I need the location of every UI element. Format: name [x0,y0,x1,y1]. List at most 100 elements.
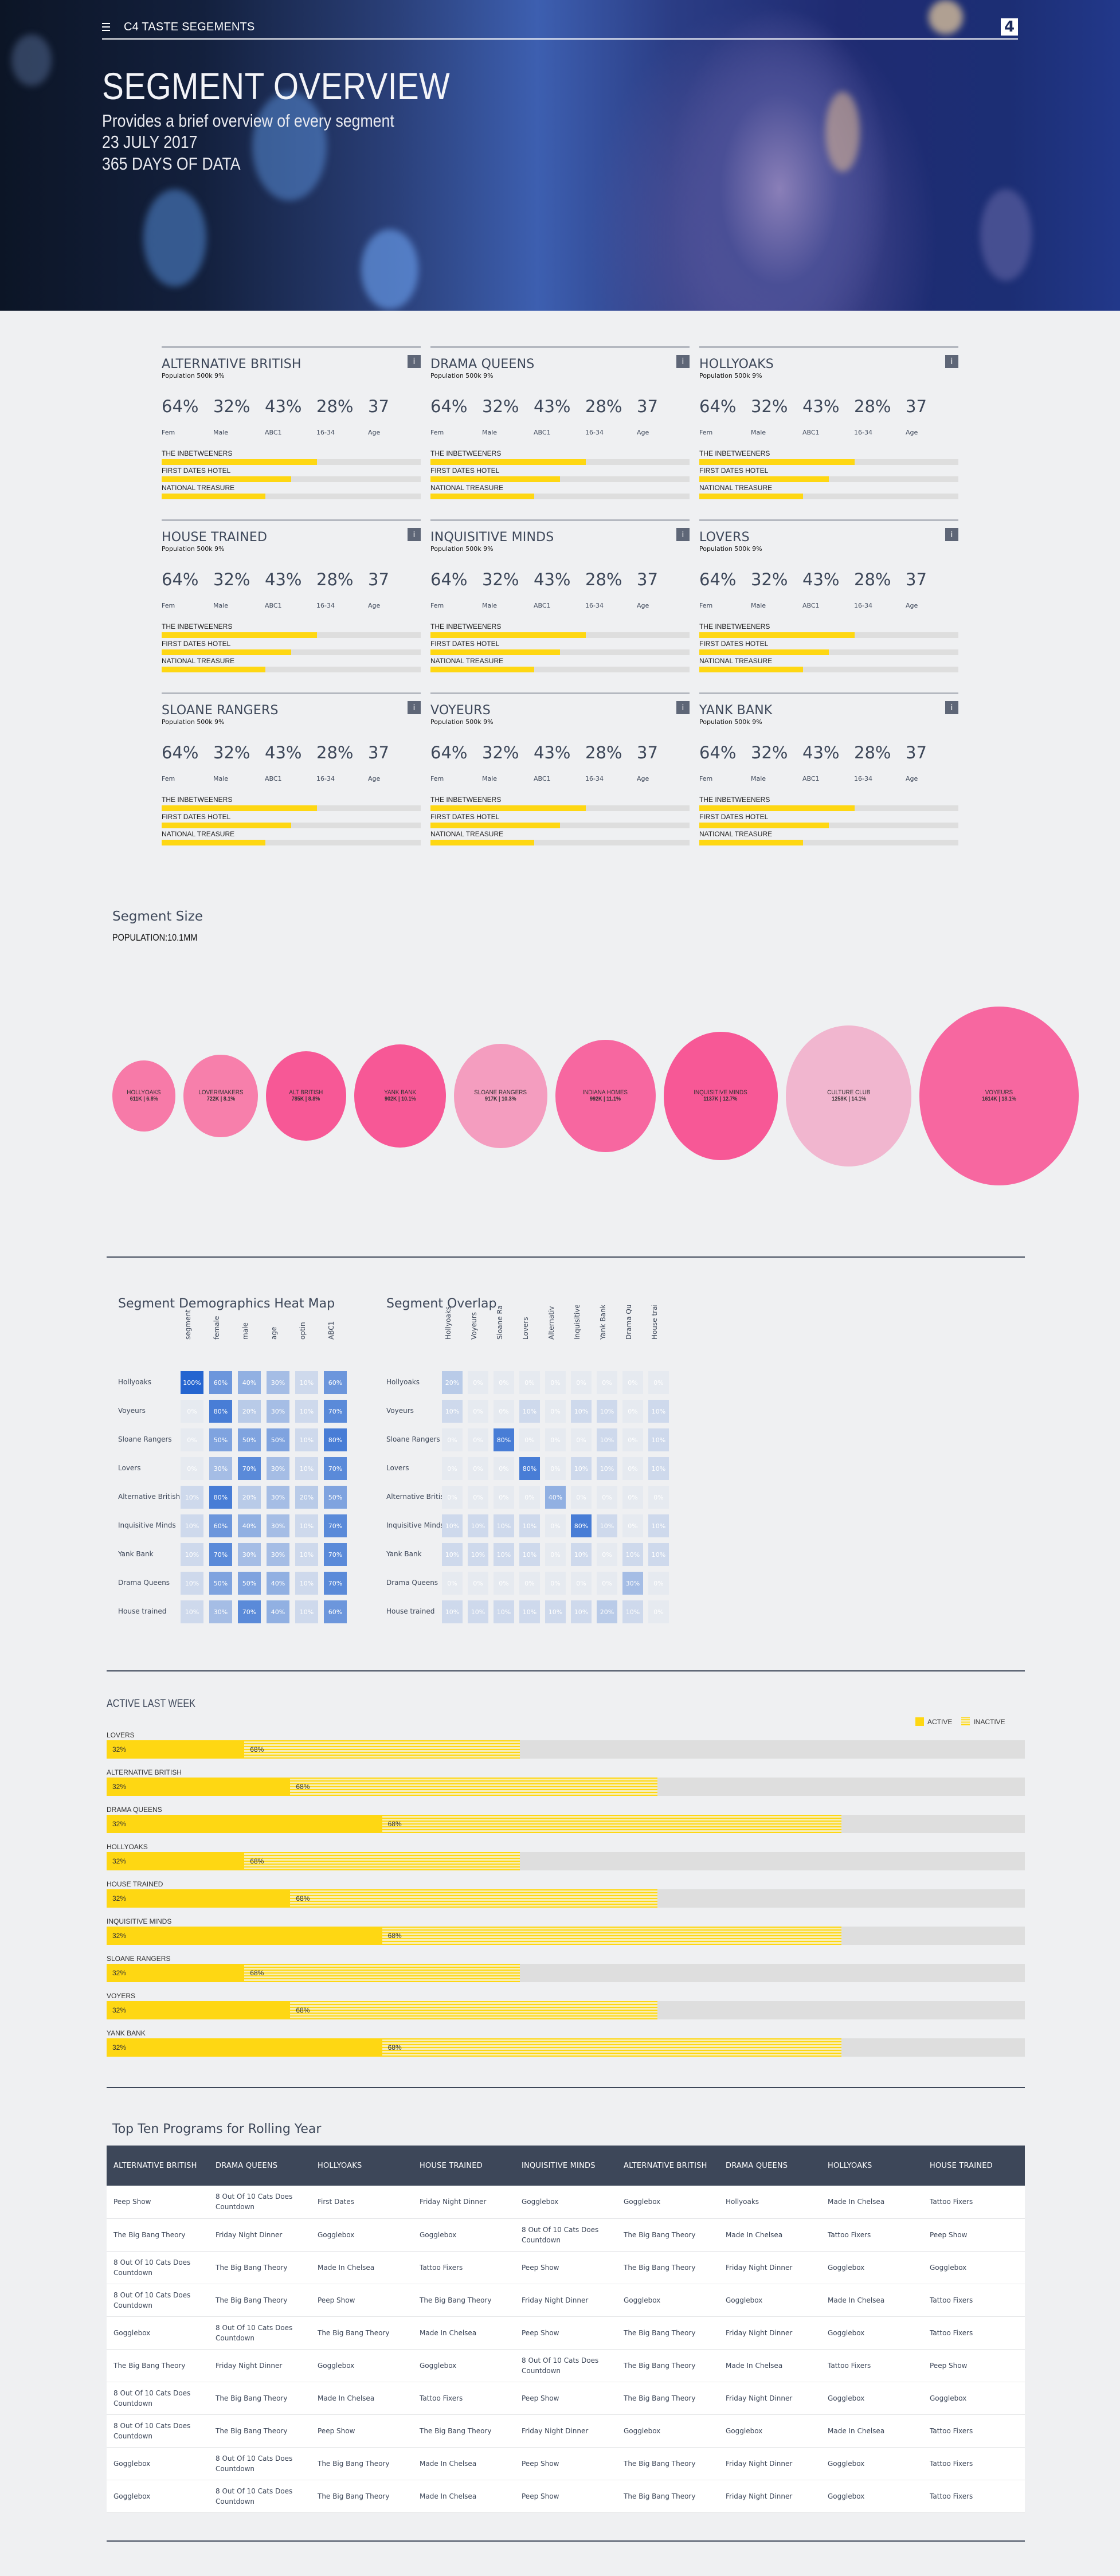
heatmap-cell[interactable]: 70% [324,1543,347,1566]
overlap-cell[interactable]: 0% [571,1572,592,1595]
heatmap-cell[interactable]: 10% [181,1600,203,1623]
overlap-cell[interactable]: 0% [468,1457,488,1480]
overlap-cell[interactable]: 0% [545,1457,566,1480]
segment-bubble[interactable]: INDIANA HOMES 992K | 11.1% [555,1039,656,1153]
overlap-cell[interactable]: 10% [597,1514,617,1537]
heatmap-cell[interactable]: 10% [295,1543,318,1566]
overlap-cell[interactable]: 30% [622,1572,643,1595]
overlap-cell[interactable]: 10% [597,1457,617,1480]
active-bar[interactable] [107,1778,291,1796]
info-button[interactable]: i [945,355,958,368]
overlap-cell[interactable]: 0% [468,1572,488,1595]
overlap-cell[interactable]: 0% [597,1543,617,1566]
overlap-cell[interactable]: 0% [545,1371,566,1394]
table-column-header[interactable]: HOUSE TRAINED [923,2146,1025,2186]
overlap-cell[interactable]: 0% [545,1514,566,1537]
heatmap-cell[interactable]: 10% [295,1600,318,1623]
overlap-cell[interactable]: 10% [622,1600,643,1623]
heatmap-cell[interactable]: 100% [181,1371,203,1394]
overlap-cell[interactable]: 0% [468,1428,488,1451]
overlap-cell[interactable]: 10% [494,1514,514,1537]
table-column-header[interactable]: ALTERNATIVE BRITISH [617,2146,719,2186]
heatmap-cell[interactable]: 10% [181,1514,203,1537]
overlap-cell[interactable]: 0% [597,1572,617,1595]
overlap-cell[interactable]: 10% [648,1428,669,1451]
heatmap-cell[interactable]: 80% [324,1428,347,1451]
overlap-cell[interactable]: 0% [571,1486,592,1509]
overlap-cell[interactable]: 0% [622,1486,643,1509]
heatmap-cell[interactable]: 50% [267,1428,289,1451]
overlap-cell[interactable]: 10% [648,1543,669,1566]
info-button[interactable]: i [408,701,421,714]
overlap-cell[interactable]: 0% [519,1428,540,1451]
heatmap-cell[interactable]: 60% [209,1514,232,1537]
overlap-cell[interactable]: 0% [622,1428,643,1451]
heatmap-cell[interactable]: 20% [238,1486,261,1509]
overlap-cell[interactable]: 0% [571,1428,592,1451]
heatmap-cell[interactable]: 30% [209,1600,232,1623]
heatmap-cell[interactable]: 50% [238,1428,261,1451]
active-bar[interactable] [107,1852,245,1870]
segment-bubble[interactable]: CULTURE CLUB 1258K | 14.1% [785,1025,912,1166]
active-bar[interactable] [107,1927,382,1945]
overlap-cell[interactable]: 10% [442,1514,463,1537]
info-button[interactable]: i [676,528,690,541]
overlap-cell[interactable]: 0% [519,1572,540,1595]
overlap-cell[interactable]: 10% [571,1400,592,1423]
heatmap-cell[interactable]: 0% [181,1428,203,1451]
segment-bubble[interactable]: INQUISITIVE MINDS 1137K | 12.7% [663,1032,778,1160]
overlap-cell[interactable]: 0% [622,1371,643,1394]
overlap-cell[interactable]: 10% [519,1600,540,1623]
active-bar[interactable] [107,1815,382,1833]
heatmap-cell[interactable]: 0% [181,1400,203,1423]
heatmap-cell[interactable]: 10% [295,1428,318,1451]
heatmap-cell[interactable]: 70% [324,1572,347,1595]
brand-name[interactable]: C4 TASTE SEGEMENTS [124,20,255,33]
overlap-cell[interactable]: 0% [494,1572,514,1595]
overlap-cell[interactable]: 0% [648,1371,669,1394]
table-column-header[interactable]: HOLLYOAKS [821,2146,923,2186]
overlap-cell[interactable]: 0% [648,1486,669,1509]
info-button[interactable]: i [945,701,958,714]
heatmap-cell[interactable]: 10% [295,1371,318,1394]
table-column-header[interactable]: HOUSE TRAINED [413,2146,515,2186]
overlap-cell[interactable]: 80% [571,1514,592,1537]
heatmap-cell[interactable]: 30% [267,1457,289,1480]
heatmap-cell[interactable]: 40% [238,1514,261,1537]
overlap-cell[interactable]: 10% [571,1457,592,1480]
segment-bubble[interactable]: LOVER/MAKERS 722K | 8.1% [183,1054,258,1138]
channel4-logo-icon[interactable]: 4 [1001,18,1018,36]
heatmap-cell[interactable]: 10% [181,1572,203,1595]
overlap-cell[interactable]: 0% [571,1371,592,1394]
heatmap-cell[interactable]: 30% [209,1457,232,1480]
heatmap-cell[interactable]: 80% [209,1486,232,1509]
overlap-cell[interactable]: 0% [468,1400,488,1423]
heatmap-cell[interactable]: 70% [324,1514,347,1537]
overlap-cell[interactable]: 0% [622,1514,643,1537]
heatmap-cell[interactable]: 70% [238,1457,261,1480]
overlap-cell[interactable]: 0% [468,1371,488,1394]
overlap-cell[interactable]: 10% [442,1543,463,1566]
segment-bubble[interactable]: HOLLYOAKS 611K | 6.8% [112,1060,176,1132]
overlap-cell[interactable]: 0% [519,1371,540,1394]
overlap-cell[interactable]: 0% [442,1457,463,1480]
info-button[interactable]: i [945,528,958,541]
overlap-cell[interactable]: 0% [648,1600,669,1623]
overlap-cell[interactable]: 10% [597,1400,617,1423]
heatmap-cell[interactable]: 10% [295,1514,318,1537]
heatmap-cell[interactable]: 50% [209,1428,232,1451]
heatmap-cell[interactable]: 40% [267,1572,289,1595]
overlap-cell[interactable]: 10% [442,1400,463,1423]
overlap-cell[interactable]: 20% [442,1371,463,1394]
heatmap-cell[interactable]: 10% [295,1400,318,1423]
heatmap-cell[interactable]: 50% [324,1486,347,1509]
overlap-cell[interactable]: 80% [494,1428,514,1451]
overlap-cell[interactable]: 80% [519,1457,540,1480]
heatmap-cell[interactable]: 80% [209,1400,232,1423]
overlap-cell[interactable]: 10% [648,1457,669,1480]
overlap-cell[interactable]: 10% [494,1543,514,1566]
segment-bubble[interactable]: SLOANE RANGERS 917K | 10.3% [454,1044,547,1148]
segment-bubble[interactable]: ALT BRITISH 785K | 8.8% [265,1051,347,1141]
overlap-cell[interactable]: 10% [519,1400,540,1423]
heatmap-cell[interactable]: 70% [324,1400,347,1423]
